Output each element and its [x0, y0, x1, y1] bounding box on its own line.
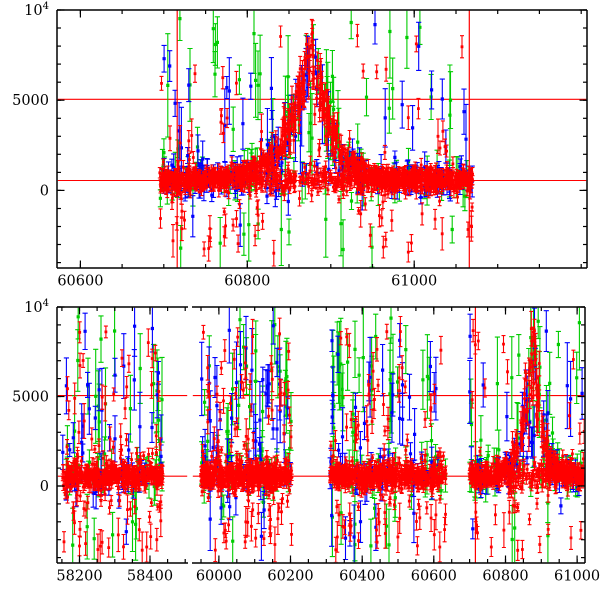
reference-lines-vertical: [176, 10, 470, 268]
axis-ticks: [200, 306, 585, 563]
y-tick-label: 0: [40, 183, 49, 199]
y-tick-label: 0: [40, 479, 49, 495]
y-tick-label: 104: [24, 298, 49, 316]
panel-top: 60600 60800 61000 0 5000 104: [12, 1, 588, 290]
axis-labels: 58200 58400 0 5000 104: [12, 298, 173, 585]
panel-bottom-right: 60000 60200 60400 60600 60800 61000: [192, 306, 600, 585]
x-tick-label: 58200: [56, 569, 102, 585]
x-tick-label: 60800: [482, 569, 528, 585]
axis-labels: 60000 60200 60400 60600 60800 61000: [196, 569, 600, 585]
panel-frame: [56, 9, 588, 269]
data-points: [157, 10, 475, 268]
x-tick-label: 61000: [391, 274, 437, 290]
x-tick-label: 60600: [411, 569, 457, 585]
x-tick-label: 60400: [339, 569, 385, 585]
panel-frame: [192, 306, 586, 564]
panel-frame: [56, 306, 188, 564]
x-tick-label: 60200: [267, 569, 313, 585]
x-tick-label: 60000: [196, 569, 242, 585]
x-tick-label: 60800: [224, 274, 270, 290]
y-tick-label: 104: [24, 1, 49, 19]
y-tick-label: 5000: [12, 93, 49, 109]
data-points: [199, 307, 585, 563]
data-points: [60, 307, 165, 563]
x-tick-label: 58400: [127, 569, 173, 585]
y-tick-label: 5000: [12, 390, 49, 406]
x-tick-label: 60600: [57, 274, 103, 290]
panel-bottom-left: 58200 58400 0 5000 104: [12, 298, 188, 585]
axis-labels: 60600 60800 61000 0 5000 104: [12, 1, 437, 290]
axis-ticks: [57, 9, 587, 268]
axis-ticks: [57, 306, 186, 563]
x-tick-label: 61000: [554, 569, 600, 585]
